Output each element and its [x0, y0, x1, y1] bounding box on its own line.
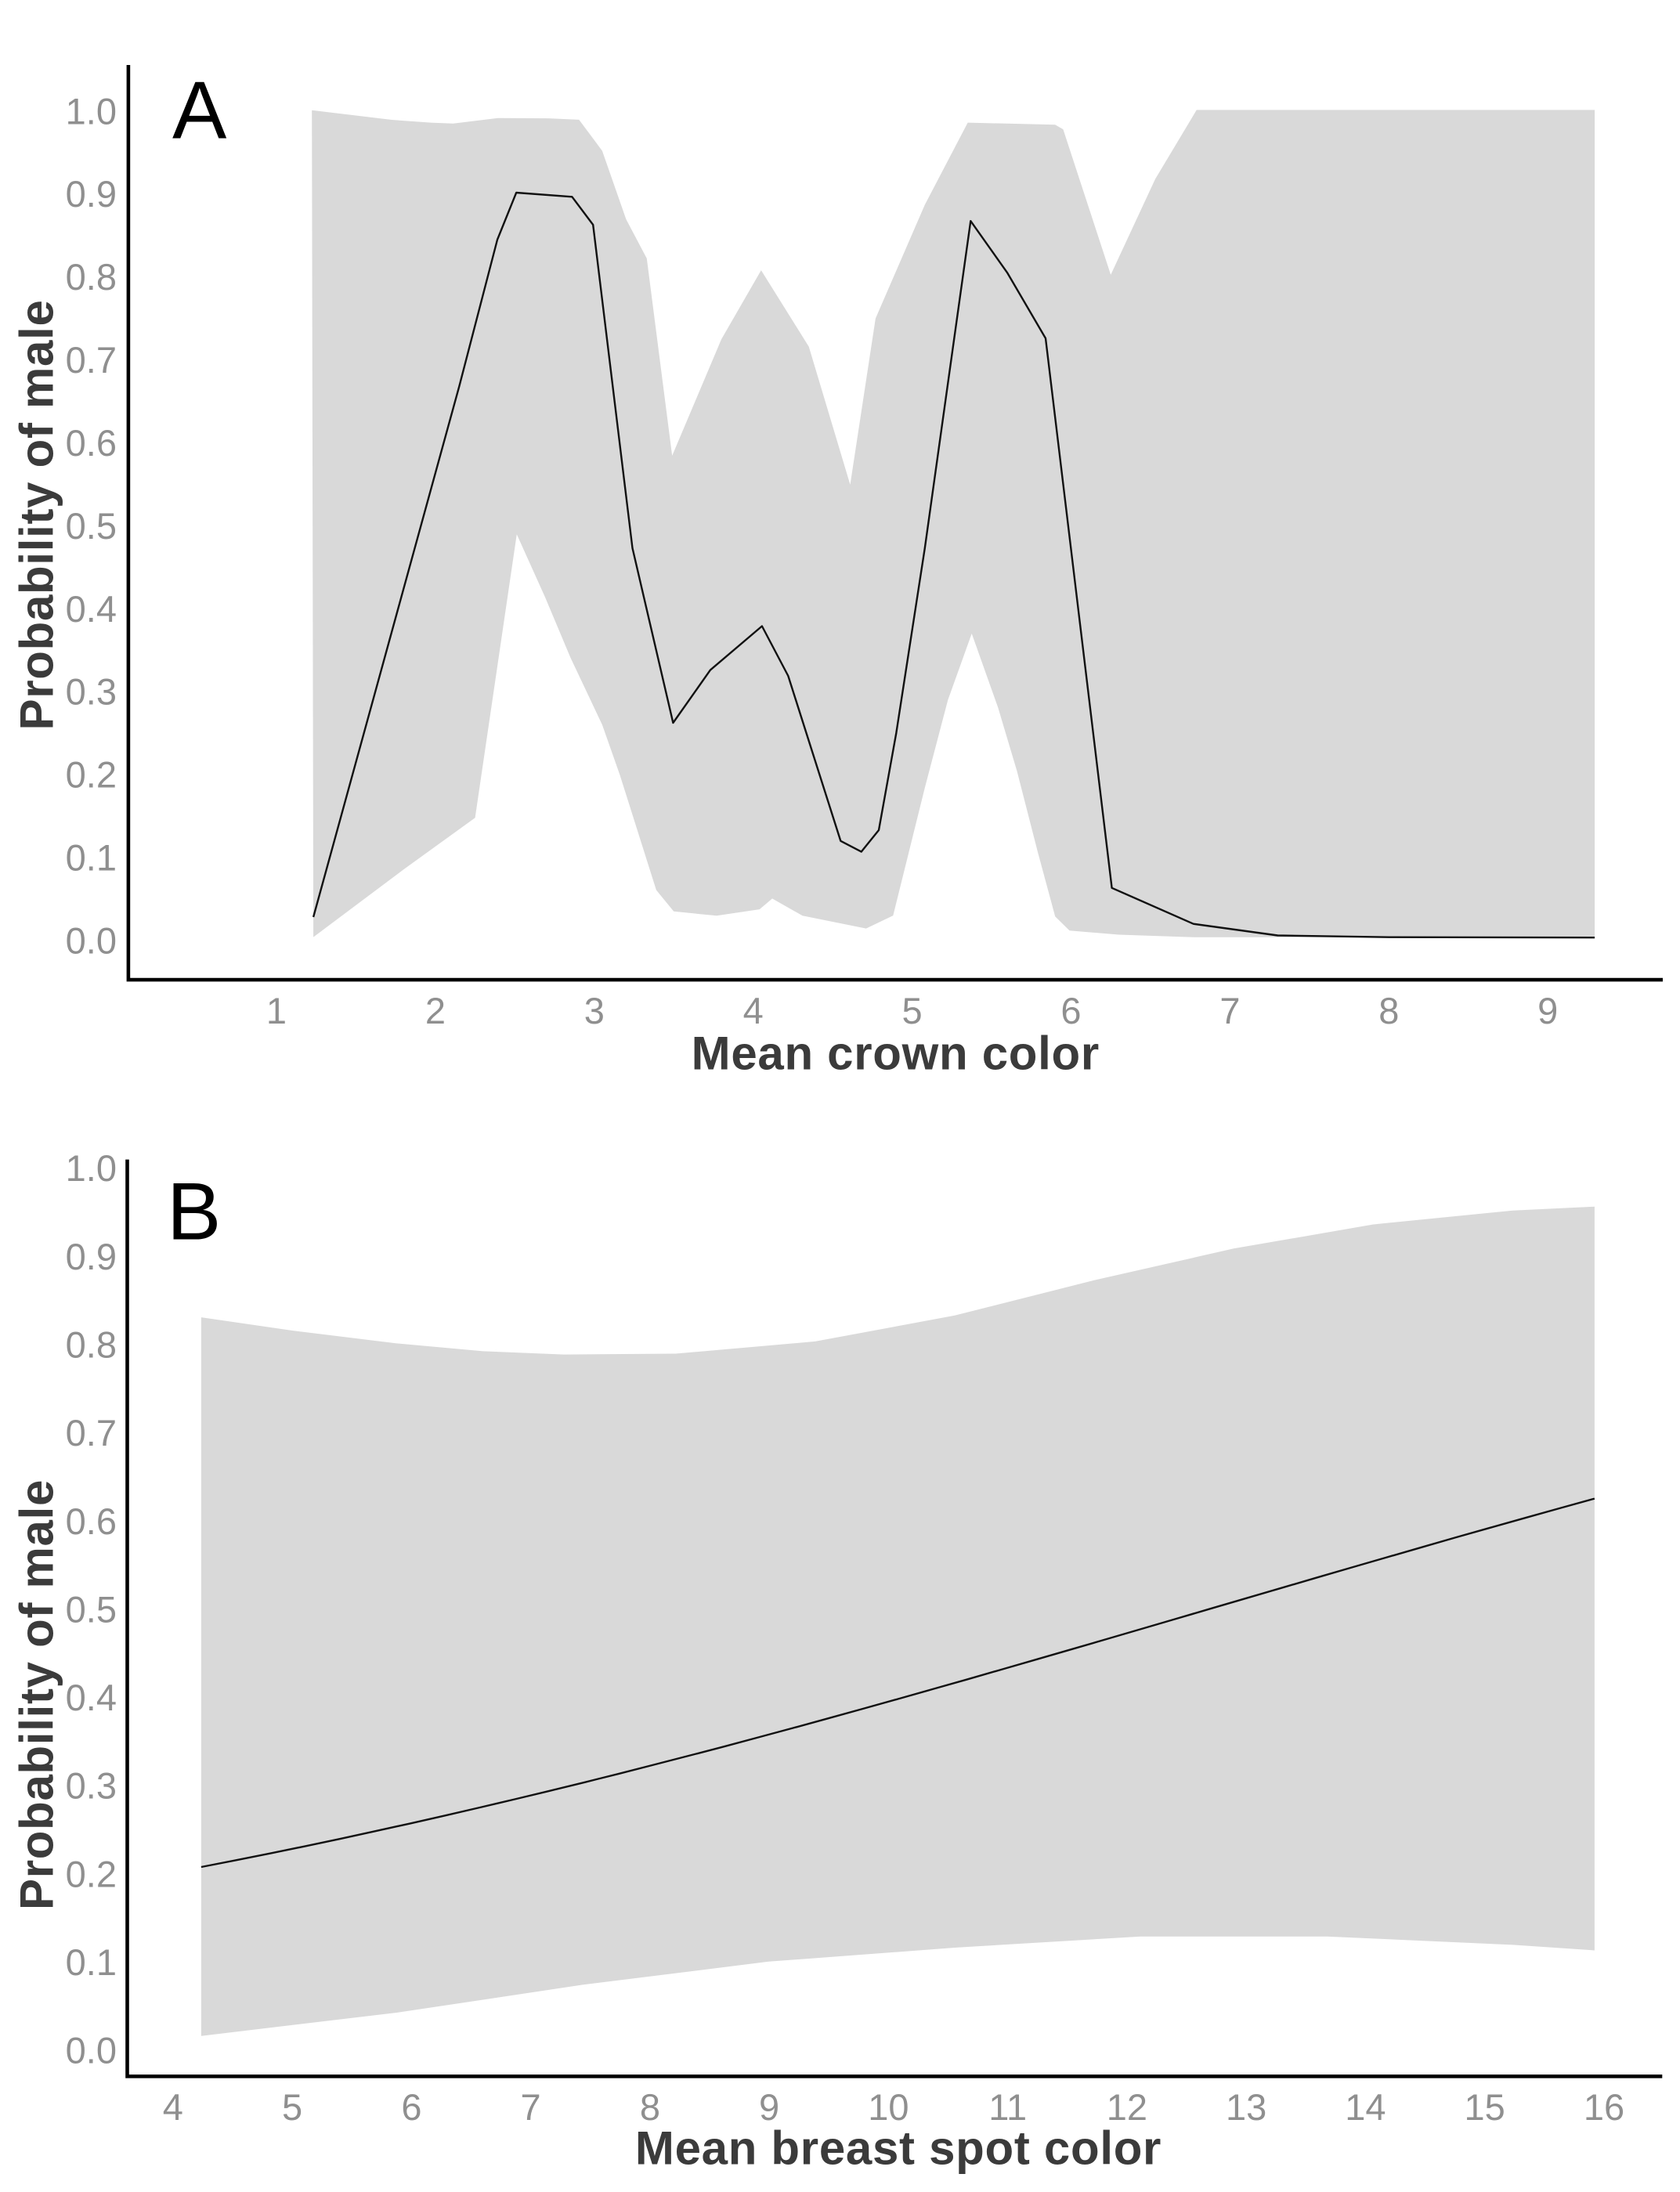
svg-text:9: 9	[759, 2086, 779, 2128]
svg-text:0.0: 0.0	[66, 2030, 117, 2071]
svg-text:0.1: 0.1	[66, 1941, 117, 1983]
svg-text:7: 7	[1219, 990, 1240, 1031]
svg-text:9: 9	[1537, 990, 1558, 1031]
svg-text:2: 2	[425, 990, 446, 1031]
svg-text:0.4: 0.4	[66, 1677, 117, 1718]
svg-text:Probability of male: Probability of male	[11, 299, 63, 730]
svg-text:B: B	[167, 1167, 221, 1258]
svg-text:11: 11	[988, 2086, 1027, 2128]
svg-text:0.5: 0.5	[66, 1588, 117, 1630]
svg-text:0.2: 0.2	[66, 1853, 117, 1894]
svg-text:8: 8	[640, 2086, 660, 2128]
svg-text:0.3: 0.3	[66, 1765, 117, 1807]
svg-text:13: 13	[1226, 2086, 1266, 2128]
svg-text:0.5: 0.5	[66, 505, 117, 547]
svg-text:0.9: 0.9	[66, 173, 117, 215]
svg-text:16: 16	[1584, 2086, 1624, 2128]
svg-text:4: 4	[163, 2086, 183, 2128]
svg-text:14: 14	[1345, 2086, 1386, 2128]
svg-text:6: 6	[401, 2086, 421, 2128]
svg-text:Mean breast spot color: Mean breast spot color	[635, 2122, 1162, 2175]
svg-text:0.3: 0.3	[66, 671, 117, 713]
svg-text:6: 6	[1060, 990, 1081, 1031]
svg-text:0.8: 0.8	[66, 256, 117, 298]
svg-text:15: 15	[1465, 2086, 1505, 2128]
svg-text:1: 1	[266, 990, 287, 1031]
svg-text:0.4: 0.4	[66, 588, 117, 630]
svg-text:0.9: 0.9	[66, 1236, 117, 1277]
svg-text:0.7: 0.7	[66, 1412, 117, 1454]
svg-text:0.8: 0.8	[66, 1324, 117, 1366]
svg-text:0.0: 0.0	[66, 919, 117, 961]
svg-text:0.2: 0.2	[66, 754, 117, 796]
svg-text:0.6: 0.6	[66, 422, 117, 464]
svg-text:7: 7	[521, 2086, 541, 2128]
svg-text:8: 8	[1378, 990, 1399, 1031]
svg-text:1.0: 1.0	[66, 1147, 117, 1189]
svg-text:0.6: 0.6	[66, 1500, 117, 1542]
svg-text:0.7: 0.7	[66, 339, 117, 381]
svg-text:5: 5	[282, 2086, 302, 2128]
svg-text:Probability of male: Probability of male	[11, 1479, 63, 1910]
svg-text:Mean crown color: Mean crown color	[692, 1027, 1100, 1080]
svg-text:12: 12	[1107, 2086, 1147, 2128]
svg-text:1.0: 1.0	[66, 90, 117, 132]
svg-text:0.1: 0.1	[66, 837, 117, 879]
svg-text:A: A	[172, 66, 227, 157]
svg-text:3: 3	[584, 990, 605, 1031]
svg-text:4: 4	[743, 990, 764, 1031]
svg-text:5: 5	[902, 990, 923, 1031]
svg-text:10: 10	[868, 2086, 909, 2128]
